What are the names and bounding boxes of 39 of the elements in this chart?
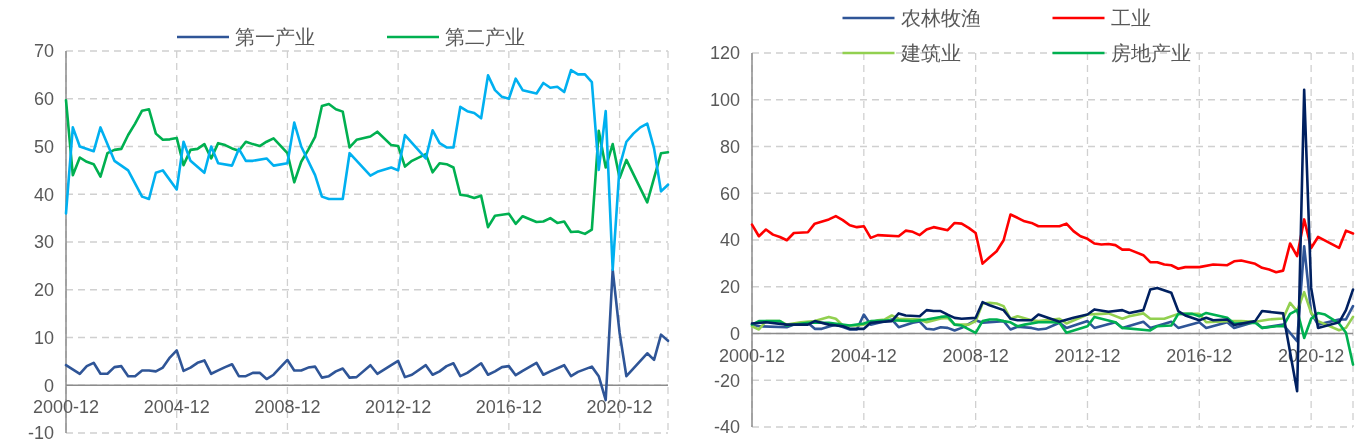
y-tick-label: -20 (713, 370, 740, 391)
y-tick-label: 0 (729, 323, 740, 344)
x-tick-label: 2004-12 (830, 345, 897, 366)
y-tick-label: 40 (33, 184, 54, 205)
y-tick-label: 30 (33, 232, 54, 253)
y-tick-label: -40 (713, 417, 740, 438)
x-tick-label: 2016-12 (1166, 345, 1233, 366)
legend-label: 第二产业 (445, 26, 525, 48)
y-tick-label: 50 (33, 136, 54, 157)
y-tick-label: 10 (33, 327, 54, 348)
legend-label: 农林牧渔 (900, 7, 981, 29)
y-tick-label: 40 (719, 230, 740, 251)
y-tick-label: 60 (33, 89, 54, 110)
line-series (64, 68, 670, 271)
x-tick-label: 2000-12 (718, 345, 786, 366)
y-tick-label: 70 (33, 41, 54, 62)
x-tick-label: 2020-12 (586, 397, 653, 418)
line-series (64, 98, 670, 236)
x-tick-label: 2012-12 (1054, 345, 1121, 366)
x-tick-label: 2016-12 (475, 397, 542, 418)
y-tick-label: -10 (27, 423, 54, 443)
y-tick-label: 80 (719, 136, 740, 157)
legend-label: 第一产业 (235, 26, 315, 48)
x-tick-label: 2012-12 (365, 397, 432, 418)
y-tick-label: 20 (719, 277, 740, 298)
y-tick-label: 20 (33, 280, 54, 301)
legend-label: 房地产业 (1110, 42, 1191, 64)
line-series (750, 213, 1355, 274)
y-tick-label: 100 (709, 90, 740, 111)
legend-label: 建筑业 (899, 42, 961, 64)
legend-label: 工业 (1110, 7, 1151, 29)
x-tick-label: 2000-12 (32, 397, 100, 418)
line-series (64, 268, 670, 402)
y-tick-label: 0 (43, 375, 54, 396)
x-tick-label: 2008-12 (942, 345, 1009, 366)
y-tick-label: 60 (719, 183, 740, 204)
y-tick-label: 120 (709, 43, 740, 64)
x-tick-label: 2004-12 (143, 397, 210, 418)
x-tick-label: 2008-12 (254, 397, 321, 418)
